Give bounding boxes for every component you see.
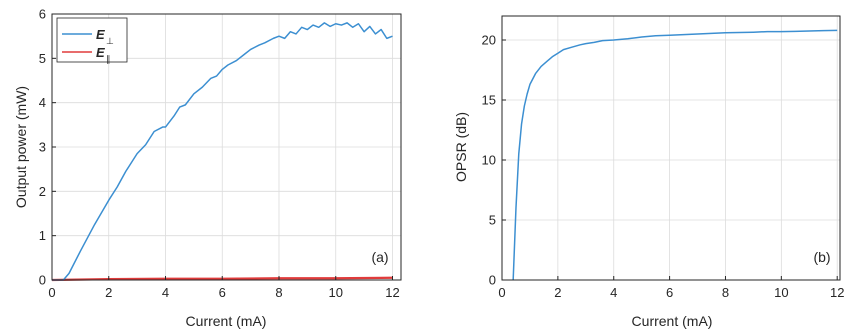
chart-b-frame [501,15,841,281]
x-tick-label: 8 [275,285,282,300]
legend-label-e-perp: E [96,27,105,42]
chart-a-x-axis-label: Current (mA) [186,313,267,329]
chart-b-y-axis-label: OPSR (dB) [453,112,469,182]
x-tick-label: 0 [48,285,55,300]
y-tick-label: 5 [39,51,46,66]
x-tick-label: 4 [162,285,169,300]
x-tick-label: 8 [722,285,729,300]
y-tick-label: 3 [39,140,46,155]
x-tick-label: 10 [774,285,788,300]
y-tick-label: 15 [482,93,496,108]
x-tick-label: 2 [105,285,112,300]
legend-subscript-e-perp: ⊥ [106,36,114,46]
y-tick-label: 0 [39,273,46,288]
chart-a-y-axis-label: Output power (mW) [13,86,29,208]
chart-b-series [512,29,838,281]
y-tick-label: 10 [482,153,496,168]
x-tick-label: 10 [329,285,343,300]
chart-b-plot-area [502,16,840,280]
x-tick-label: 6 [666,285,673,300]
x-tick-label: 12 [385,285,399,300]
y-tick-label: 6 [39,7,46,22]
series-line-0 [52,22,393,281]
chart-b-panel-label: (b) [813,249,830,265]
chart-a-panel-label: (a) [371,249,388,265]
y-tick-label: 0 [489,273,496,288]
x-tick-label: 4 [610,285,617,300]
y-tick-label: 1 [39,228,46,243]
y-tick-label: 5 [489,213,496,228]
legend-label-e-par: E [96,45,105,60]
chart-a-legend: E ⊥ E ∥ [56,17,128,64]
chart-b-ticks: 0 2 4 6 8 10 12 0 5 10 15 20 [482,33,845,301]
chart-b: 0 2 4 6 8 10 12 0 5 10 15 20 Current (mA) OPSR (dB)… [453,15,845,329]
legend-subscript-e-par: ∥ [106,54,111,64]
x-tick-label: 2 [554,285,561,300]
chart-a-grid [52,14,401,280]
legend-box [56,17,128,63]
x-tick-label: 6 [219,285,226,300]
series-line-0 [512,29,838,281]
y-tick-label: 4 [39,95,46,110]
x-tick-label: 0 [498,285,505,300]
x-tick-label: 12 [830,285,844,300]
y-tick-label: 2 [39,184,46,199]
chart-b-x-axis-label: Current (mA) [632,313,713,329]
chart-b-grid [502,16,840,280]
y-tick-label: 20 [482,33,496,48]
